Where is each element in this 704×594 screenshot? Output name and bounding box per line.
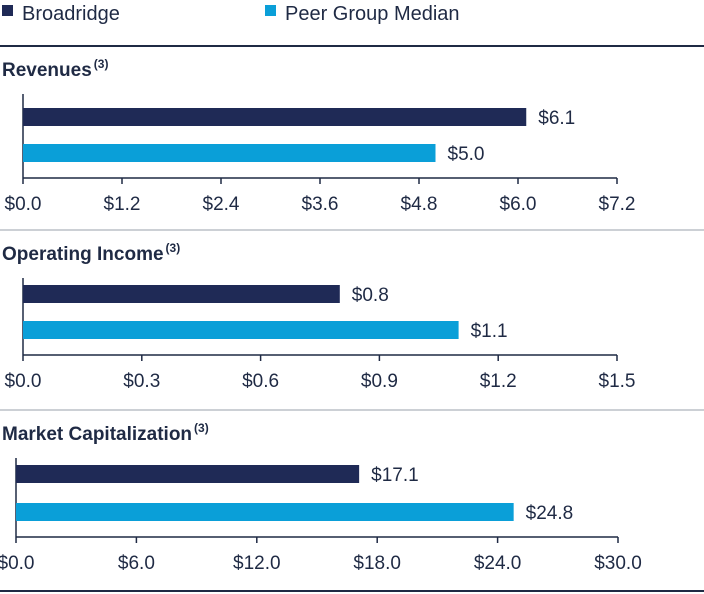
panel-title-superscript: (3) xyxy=(166,241,181,255)
panel-title-superscript: (3) xyxy=(194,421,209,435)
legend-label-peer-group-median: Peer Group Median xyxy=(285,3,460,25)
value-label-peer-group-median: $24.8 xyxy=(526,503,574,524)
bar-peer-group-median xyxy=(23,144,436,162)
x-tick-label: $6.0 xyxy=(118,553,155,574)
bar-broadridge xyxy=(23,285,340,303)
x-tick-label: $18.0 xyxy=(353,553,401,574)
x-tick-label: $1.5 xyxy=(599,371,636,392)
panel-title: Revenues (3) xyxy=(2,57,108,81)
x-tick-label: $0.9 xyxy=(361,371,398,392)
x-tick-label: $2.4 xyxy=(203,194,240,215)
x-tick-label: $7.2 xyxy=(599,194,636,215)
panel-title: Operating Income (3) xyxy=(2,241,180,265)
x-tick-label: $0.3 xyxy=(123,371,160,392)
legend-label-broadridge: Broadridge xyxy=(22,3,120,25)
legend-swatch-peer-group-median xyxy=(265,5,276,16)
panel-revenues: Revenues (3) $0.0 $1.2 $2.4 $3.6 $4.8 $6.0 $7.2 $… xyxy=(0,57,704,231)
legend: Broadridge Peer Group Median xyxy=(2,3,460,25)
legend-swatch-broadridge xyxy=(2,5,13,16)
x-tick-label: $0.0 xyxy=(0,553,34,574)
value-label-broadridge: $6.1 xyxy=(538,108,575,129)
value-label-broadridge: $17.1 xyxy=(371,465,419,486)
panel-title: Market Capitalization (3) xyxy=(2,421,209,445)
x-tick-label: $1.2 xyxy=(480,371,517,392)
x-tick-label: $12.0 xyxy=(233,553,281,574)
x-tick-label: $30.0 xyxy=(594,553,642,574)
x-tick-label: $4.8 xyxy=(401,194,438,215)
bar-broadridge xyxy=(23,108,527,126)
x-tick-label: $0.6 xyxy=(242,371,279,392)
x-tick-label: $0.0 xyxy=(5,371,42,392)
bar-broadridge xyxy=(16,465,360,483)
x-tick-label: $0.0 xyxy=(5,194,42,215)
panel-market-capitalization: Market Capitalization (3) $0.0 $6.0 $12.0 $18… xyxy=(0,421,704,592)
panel-operating-income: Operating Income (3) $0.0 $0.3 $0.6 $0.9 $1.2 $… xyxy=(0,241,704,411)
x-tick-label: $3.6 xyxy=(302,194,339,215)
value-label-peer-group-median: $5.0 xyxy=(448,144,485,165)
bar-peer-group-median xyxy=(23,321,459,339)
x-tick-label: $6.0 xyxy=(500,194,537,215)
chart-panels: Revenues (3) $0.0 $1.2 $2.4 $3.6 $4.8 $6.0 $7.2 $… xyxy=(0,57,704,592)
x-tick-label: $24.0 xyxy=(474,553,522,574)
bar-peer-group-median xyxy=(16,503,514,521)
value-label-peer-group-median: $1.1 xyxy=(471,321,508,342)
panel-title-superscript: (3) xyxy=(94,57,109,71)
value-label-broadridge: $0.8 xyxy=(352,285,389,306)
x-tick-label: $1.2 xyxy=(104,194,141,215)
